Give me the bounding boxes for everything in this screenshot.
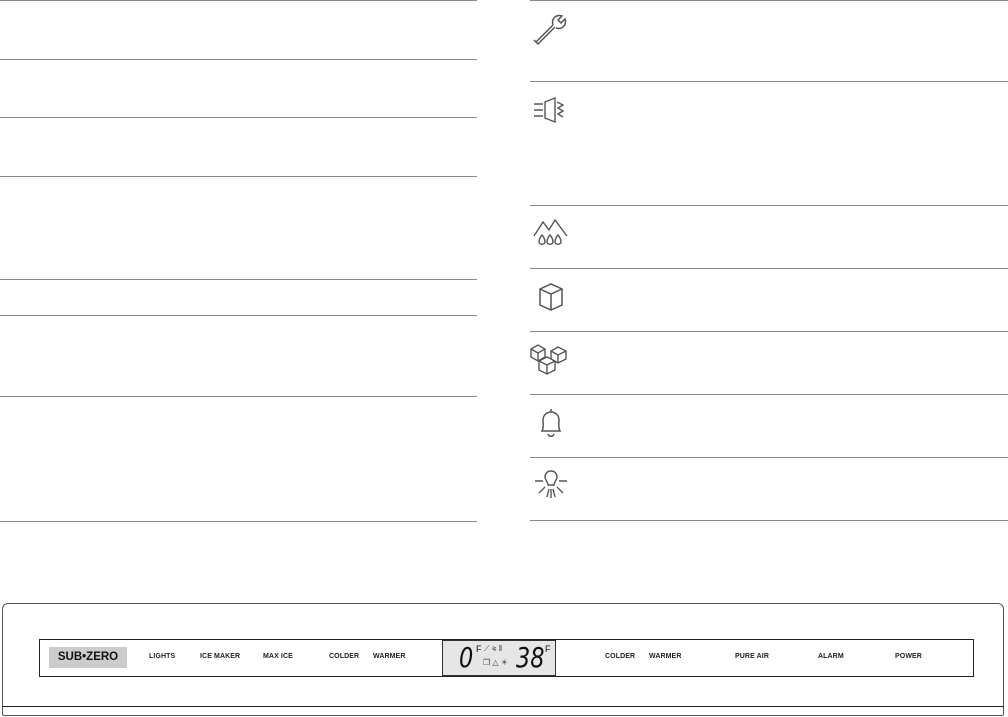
divider bbox=[530, 331, 1008, 332]
control-strip bbox=[39, 639, 974, 677]
divider bbox=[530, 394, 1008, 395]
brand-logo: SUB•ZERO bbox=[49, 647, 127, 668]
divider bbox=[0, 176, 477, 177]
fridge-unit: F bbox=[545, 644, 551, 654]
ice-cube-icon bbox=[531, 279, 571, 315]
status-icons-bottom: ❒ △ ☀ bbox=[483, 658, 508, 667]
lights-button[interactable]: LIGHTS bbox=[149, 653, 176, 660]
divider bbox=[530, 268, 1008, 269]
freezer-colder-button[interactable]: COLDER bbox=[329, 653, 360, 660]
pure-air-icon bbox=[531, 92, 571, 128]
status-icons-top: ⟋ ≋ ⦀ bbox=[484, 644, 503, 653]
freezer-unit: F bbox=[476, 644, 482, 654]
divider bbox=[0, 396, 477, 397]
divider bbox=[0, 0, 477, 1]
wrench-icon bbox=[531, 10, 571, 46]
max-ice-icon bbox=[529, 341, 569, 377]
divider bbox=[530, 0, 1008, 1]
fridge-temp: 38 bbox=[516, 641, 545, 674]
fridge-warmer-button[interactable]: WARMER bbox=[649, 653, 682, 660]
temperature-display: 0 F ⟋ ≋ ⦀ ❒ △ ☀ 38 F bbox=[442, 640, 556, 676]
control-panel bbox=[2, 603, 1004, 716]
pure-air-button[interactable]: PURE AIR bbox=[735, 653, 769, 660]
bell-icon bbox=[531, 405, 571, 441]
freezer-temp: 0 bbox=[459, 641, 474, 674]
light-bulb-icon bbox=[531, 467, 571, 503]
freezer-warmer-button[interactable]: WARMER bbox=[373, 653, 406, 660]
divider bbox=[530, 205, 1008, 206]
divider bbox=[0, 117, 477, 118]
panel-base-line bbox=[2, 706, 1004, 707]
ice-maker-button[interactable]: ICE MAKER bbox=[200, 653, 241, 660]
divider bbox=[530, 520, 1008, 521]
power-button[interactable]: POWER bbox=[895, 653, 922, 660]
alarm-button[interactable]: ALARM bbox=[818, 653, 844, 660]
divider bbox=[0, 59, 477, 60]
divider bbox=[530, 81, 1008, 82]
divider bbox=[0, 279, 477, 280]
divider bbox=[0, 315, 477, 316]
divider bbox=[0, 521, 477, 522]
divider bbox=[530, 457, 1008, 458]
water-filter-icon bbox=[531, 214, 571, 250]
max-ice-button[interactable]: MAX ICE bbox=[263, 653, 293, 660]
fridge-colder-button[interactable]: COLDER bbox=[605, 653, 636, 660]
